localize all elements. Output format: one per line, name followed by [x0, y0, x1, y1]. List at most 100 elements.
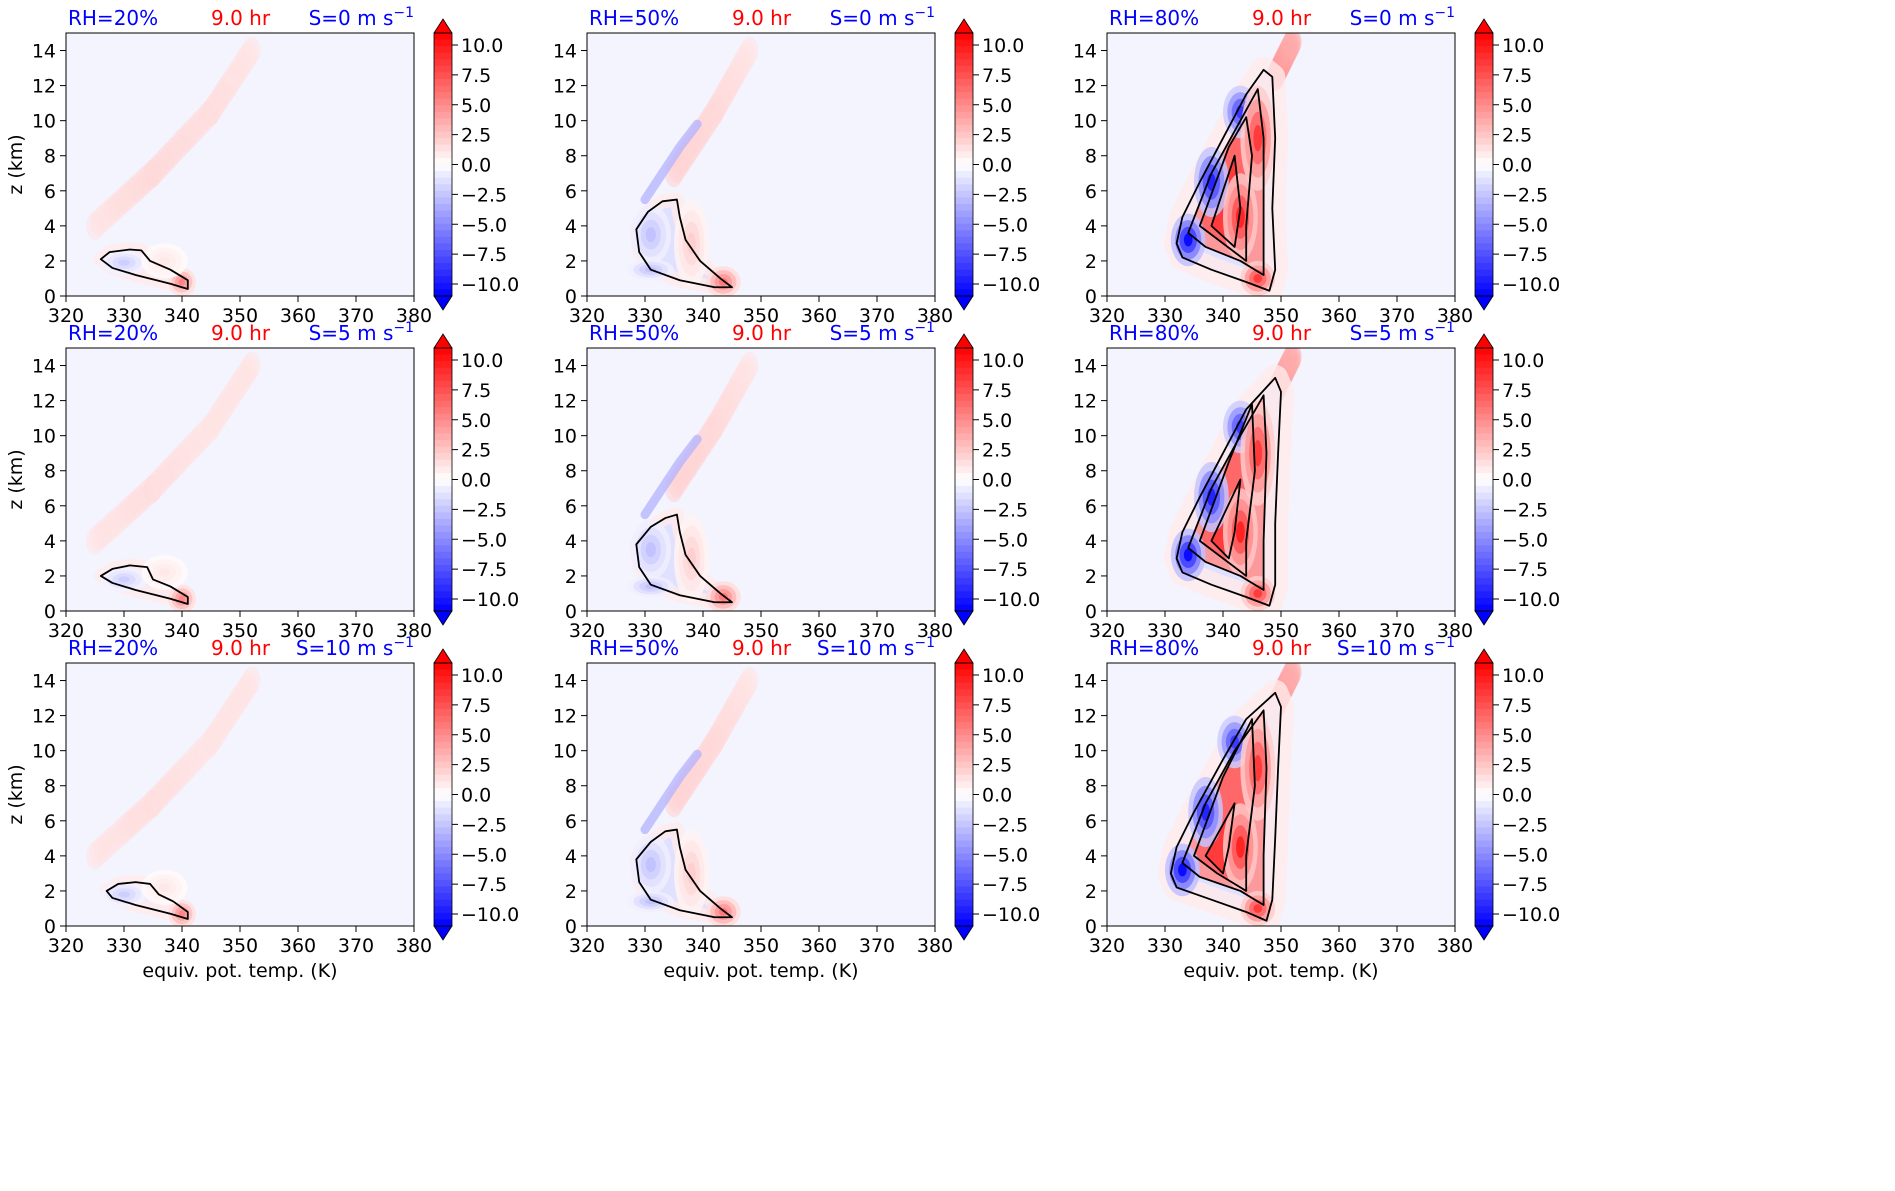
colorbar-segment: [955, 420, 973, 428]
shear-unit-exponent: −1: [393, 5, 414, 21]
cold-core: [1183, 233, 1193, 247]
colorbar-segment: [434, 131, 452, 139]
colorbar-tick-label: 10.0: [982, 35, 1024, 57]
x-tick-label: 330: [106, 305, 142, 327]
colorbar-segment: [955, 538, 973, 546]
colorbar-extend-min: [954, 610, 974, 626]
x-tick-label: 320: [569, 935, 605, 957]
colorbar-segment: [434, 92, 452, 100]
colorbar: 10.0 7.5 5.0 2.5 0.0 −2.5 −5.0 −7.5 −10.0: [1474, 18, 1560, 311]
colorbar-segment: [955, 571, 973, 579]
colorbar-segment: [1475, 545, 1493, 553]
colorbar-segment: [1475, 151, 1493, 159]
x-tick-label: 340: [1205, 305, 1241, 327]
colorbar-segment: [955, 578, 973, 586]
colorbar-segment: [434, 407, 452, 415]
y-tick-label: 10: [1073, 111, 1097, 133]
colorbar-segment: [1475, 420, 1493, 428]
x-tick-label: 340: [685, 935, 721, 957]
y-tick-label: 8: [44, 776, 56, 798]
colorbar-segment: [1475, 52, 1493, 60]
colorbar-segment: [434, 879, 452, 888]
colorbar-segment: [1475, 210, 1493, 218]
colorbar-segment: [955, 584, 973, 592]
colorbar-segment: [434, 860, 452, 868]
y-tick-label: 12: [553, 76, 577, 98]
colorbar-segment: [1475, 879, 1493, 888]
colorbar-segment: [955, 374, 973, 382]
colorbar-segment: [955, 400, 973, 408]
y-tick-label: 6: [44, 496, 56, 518]
colorbar-segment: [955, 499, 973, 507]
plume-cell: [1283, 663, 1302, 686]
cold-streak: [640, 749, 702, 835]
colorbar-segment: [1475, 505, 1493, 513]
colorbar-segment: [955, 774, 973, 782]
colorbar-segment: [434, 33, 452, 41]
colorbar-segment: [955, 840, 973, 848]
colorbar-tick-label: 5.0: [461, 410, 491, 432]
x-tick-label: 370: [859, 935, 895, 957]
colorbar-segment: [1475, 787, 1493, 796]
colorbar-tick-label: 2.5: [461, 125, 491, 147]
colorbar-segment: [1475, 571, 1493, 579]
colorbar-segment: [434, 65, 452, 74]
colorbar-segment: [434, 486, 452, 494]
y-tick-label: 12: [32, 391, 56, 413]
colorbar-segment: [434, 538, 452, 546]
x-tick-label: 320: [1089, 935, 1125, 957]
colorbar-segment: [434, 571, 452, 579]
colorbar-segment: [434, 354, 452, 362]
y-tick-label: 12: [1073, 706, 1097, 728]
colorbar-segment: [434, 466, 452, 474]
time-label: 9.0 hr: [732, 636, 792, 660]
y-tick-label: 6: [44, 811, 56, 833]
y-tick-label: 14: [32, 671, 56, 693]
y-tick-label: 8: [565, 461, 577, 483]
x-tick-label: 360: [801, 620, 837, 642]
colorbar-segment: [955, 190, 973, 198]
colorbar-extend-min: [433, 295, 453, 311]
colorbar-segment: [434, 230, 452, 238]
shear-label: S=5 m s−1: [830, 320, 935, 345]
colorbar-tick-label: −5.0: [1502, 844, 1548, 866]
colorbar-segment: [434, 893, 452, 901]
x-tick-label: 350: [1263, 620, 1299, 642]
y-tick-label: 14: [1073, 671, 1097, 693]
colorbar-extend-min: [954, 925, 974, 941]
colorbar-segment: [955, 486, 973, 494]
colorbar-segment: [434, 85, 452, 93]
y-tick-label: 12: [1073, 76, 1097, 98]
colorbar-segment: [434, 59, 452, 67]
field-layer: [86, 351, 261, 611]
colorbar-segment: [1475, 118, 1493, 126]
x-tick-label: 370: [338, 305, 374, 327]
colorbar-segment: [434, 289, 452, 297]
colorbar-segment: [1475, 912, 1493, 921]
colorbar-segment: [1475, 801, 1493, 809]
rh-label: RH=20%: [68, 636, 158, 660]
colorbar-segment: [955, 184, 973, 192]
x-tick-label: 380: [917, 305, 953, 327]
colorbar-segment: [434, 525, 452, 533]
colorbar-segment: [1475, 394, 1493, 402]
colorbar-segment: [1475, 518, 1493, 527]
colorbar-segment: [955, 893, 973, 901]
x-tick-label: 360: [280, 620, 316, 642]
colorbar: 10.0 7.5 5.0 2.5 0.0 −2.5 −5.0 −7.5 −10.0: [954, 18, 1040, 311]
y-tick-label: 0: [44, 916, 56, 938]
colorbar-segment: [1475, 223, 1493, 231]
colorbar-segment: [955, 728, 973, 736]
colorbar-segment: [434, 663, 452, 671]
shear-label: S=5 m s−1: [1350, 320, 1455, 345]
colorbar-segment: [434, 52, 452, 60]
y-tick-label: 10: [1073, 426, 1097, 448]
colorbar-segment: [955, 532, 973, 540]
x-tick-label: 350: [743, 935, 779, 957]
y-axis-label: z (km): [5, 449, 27, 509]
colorbar-tick-label: −7.5: [982, 559, 1028, 581]
colorbar-tick-label: −10.0: [461, 274, 519, 296]
contour-line: [1210, 478, 1242, 560]
colorbar-segment: [955, 157, 973, 166]
y-tick-label: 14: [553, 356, 577, 378]
